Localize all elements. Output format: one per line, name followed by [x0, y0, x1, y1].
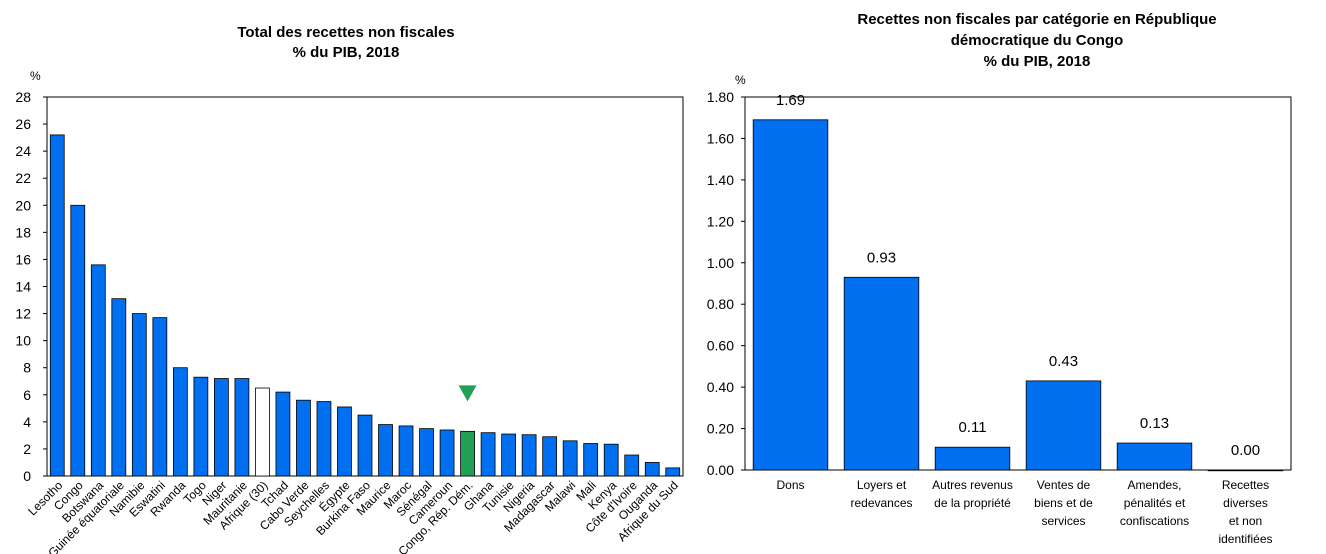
chart-2-category-label: redevances: [850, 496, 912, 510]
chart-1-bar: [501, 433, 516, 477]
chart-1-y-tick-label: 6: [23, 387, 31, 403]
chart-2-bar: [752, 119, 829, 471]
chart-1-bar: [296, 399, 311, 477]
chart-2-data-label: 0.93: [867, 249, 896, 266]
chart-2-plot-frame: [744, 96, 1292, 471]
chart-2-y-unit: %: [735, 73, 746, 87]
chart-1-bar: [255, 387, 270, 477]
chart-1-bar: [542, 436, 558, 477]
chart-1-bar: [644, 462, 660, 477]
chart-1-y-tick-label: 22: [15, 170, 31, 186]
chart-1-bar: [439, 429, 455, 477]
chart-2-y-tick-label: 0.80: [707, 296, 734, 312]
chart-1-bar: [624, 454, 640, 477]
chart-1-bar: [665, 467, 681, 477]
chart-2-category-label: et non: [1229, 514, 1262, 528]
chart-2-y-tick-label: 1.40: [707, 172, 734, 188]
chart-1-bar: [460, 430, 475, 477]
chart-2-category-label: diverses: [1223, 496, 1268, 510]
chart-2-category-label: Ventes de: [1037, 478, 1091, 492]
chart-1-bar: [419, 428, 434, 477]
chart-2-category-label: biens et de: [1034, 496, 1093, 510]
chart-2-bar: [1025, 380, 1102, 471]
chart-1-y-tick-label: 28: [15, 89, 31, 105]
chart-1: Total des recettes non fiscales % du PIB,…: [15, 24, 684, 554]
chart-1-bar: [214, 378, 229, 477]
chart-2-title-line: démocratique du Congo: [951, 32, 1124, 49]
chart-2-data-label: 1.69: [776, 92, 805, 109]
chart-2-category-label: Autres revenus: [932, 478, 1013, 492]
chart-2-bar: [934, 446, 1011, 471]
chart-2-y-tick-label: 0.60: [707, 338, 734, 354]
chart-2-category-label: Recettes: [1222, 478, 1269, 492]
chart-1-y-tick-label: 26: [15, 116, 31, 132]
chart-1-y-tick-label: 8: [23, 360, 31, 376]
chart-2-data-label: 0.43: [1049, 353, 1078, 370]
chart-1-y-tick-label: 12: [15, 306, 31, 322]
chart-2-title-line: Recettes non fiscales par catégorie en R…: [857, 11, 1216, 28]
chart-1-bar: [275, 391, 291, 477]
chart-1-bar: [398, 425, 414, 477]
chart-1-bar: [316, 401, 332, 477]
chart-2-y-tick-label: 0.40: [707, 379, 734, 395]
chart-2-y-tick-label: 1.20: [707, 213, 734, 229]
chart-1-bar: [562, 440, 578, 477]
chart-1-bar: [90, 264, 106, 477]
chart-2-category-label: de la propriété: [934, 496, 1011, 510]
chart-2-category-label: Dons: [776, 478, 804, 492]
chart-1-y-tick-label: 20: [15, 197, 31, 213]
chart-1-highlight-marker-icon: [458, 385, 477, 402]
chart-1-y-tick-label: 14: [15, 279, 31, 295]
chart-1-bar: [378, 424, 393, 477]
chart-1-y-tick-label: 24: [15, 143, 31, 159]
chart-2-data-label: 0.13: [1140, 415, 1169, 432]
chart-1-y-tick-label: 2: [23, 441, 31, 457]
chart-1-y-tick-label: 16: [15, 251, 31, 267]
chart-2-category-label: identifiées: [1218, 532, 1272, 546]
chart-2-bar: [1116, 442, 1193, 471]
chart-1-title-line: % du PIB, 2018: [293, 44, 400, 61]
chart-2-bar: [843, 276, 920, 471]
chart-1-y-tick-label: 4: [23, 414, 31, 430]
chart-1-bar: [603, 443, 619, 477]
chart-1-y-tick-label: 0: [23, 468, 31, 484]
chart-2-category-label: services: [1041, 514, 1085, 528]
chart-1-bar: [583, 443, 599, 477]
chart-2-y-tick-label: 0.20: [707, 421, 734, 437]
chart-1-bar: [152, 317, 168, 477]
chart-1-bar: [172, 367, 188, 477]
chart-2-y-tick-label: 1.00: [707, 255, 734, 271]
chart-2-y-tick-label: 0.00: [707, 462, 734, 478]
chart-1-bar: [480, 432, 496, 477]
chart-2-title-line: % du PIB, 2018: [984, 53, 1091, 70]
chart-1-bar: [70, 204, 86, 477]
chart-2-data-label: 0.00: [1231, 442, 1260, 459]
chart-1-y-unit: %: [30, 69, 41, 83]
chart-1-bar: [234, 378, 250, 477]
chart-1-bar: [49, 134, 65, 477]
chart-1-bar: [337, 406, 352, 477]
chart-1-title-line: Total des recettes non fiscales: [237, 24, 454, 41]
chart-1-y-tick-label: 10: [15, 333, 31, 349]
chart-2-data-label: 0.11: [958, 419, 986, 436]
chart-2-y-tick-label: 1.60: [707, 130, 734, 146]
chart-2-y-tick-label: 1.80: [707, 89, 734, 105]
chart-2-category-label: Loyers et: [857, 478, 907, 492]
chart-2-category-label: confiscations: [1120, 514, 1189, 528]
chart-1-bar: [521, 434, 537, 477]
chart-1-bar: [131, 313, 147, 477]
chart-2-bar: [1207, 469, 1284, 472]
chart-2: Recettes non fiscales par catégorie en R…: [707, 11, 1292, 546]
chart-2-category-label: Amendes,: [1127, 478, 1181, 492]
chart-1-y-tick-label: 18: [15, 224, 31, 240]
chart-1-bar: [193, 376, 209, 477]
chart-1-bar: [357, 414, 373, 477]
chart-2-category-label: pénalités et: [1124, 496, 1186, 510]
chart-1-bar: [111, 298, 127, 477]
